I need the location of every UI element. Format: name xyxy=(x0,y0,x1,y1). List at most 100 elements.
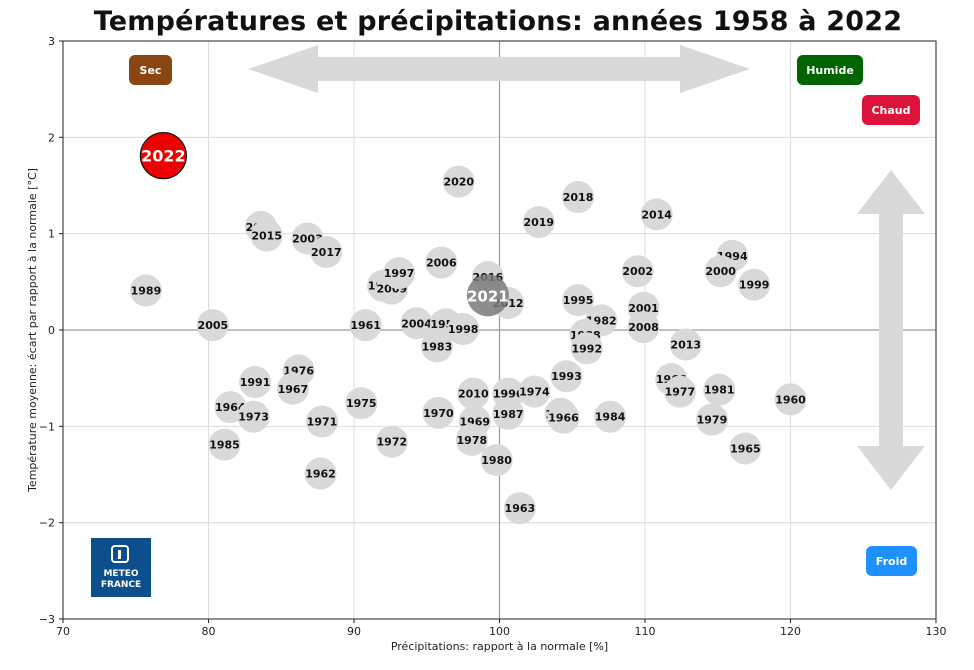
year-point xyxy=(276,372,309,405)
year-label: 1997 xyxy=(384,267,415,280)
year-label: 1972 xyxy=(377,436,408,449)
year-label: 1992 xyxy=(571,342,602,355)
logo-background xyxy=(91,538,151,597)
highlight-point-2021 xyxy=(466,274,509,317)
y-tick-label: −2 xyxy=(39,517,55,530)
wet-badge-label: Humide xyxy=(806,64,854,77)
year-label: 1962 xyxy=(305,468,336,481)
year-label: 2000 xyxy=(705,265,736,278)
year-label: 1975 xyxy=(346,397,377,410)
year-label: 2010 xyxy=(458,388,489,401)
x-tick-label: 100 xyxy=(489,625,510,638)
chart-title: Températures et précipitations: années 1… xyxy=(93,6,903,37)
year-point xyxy=(442,165,475,198)
y-tick-label: 2 xyxy=(48,131,55,144)
year-point xyxy=(310,235,343,268)
cold-badge-label: Froid xyxy=(876,555,907,568)
year-point xyxy=(129,274,162,307)
year-point xyxy=(562,284,595,317)
year-point xyxy=(375,425,408,458)
year-label: 1974 xyxy=(519,386,550,399)
year-point xyxy=(349,309,382,342)
x-tick-label: 130 xyxy=(926,625,947,638)
highlight-label-2022: 2022 xyxy=(141,147,186,166)
year-point xyxy=(594,400,627,433)
year-point xyxy=(250,219,283,252)
highlight-point-2022 xyxy=(139,132,187,180)
vertical-double-arrow-icon xyxy=(857,170,925,490)
horizontal-double-arrow-icon xyxy=(248,45,750,93)
year-label: 1984 xyxy=(595,411,626,424)
y-tick-label: −1 xyxy=(39,420,55,433)
year-label: 1961 xyxy=(350,319,381,332)
year-label: 2005 xyxy=(198,319,229,332)
x-tick-label: 90 xyxy=(347,625,361,638)
year-label: 1966 xyxy=(548,412,579,425)
year-point xyxy=(522,206,555,239)
year-label: 2019 xyxy=(523,216,554,229)
year-label: 1979 xyxy=(697,414,728,427)
year-point xyxy=(503,492,536,525)
year-point xyxy=(237,400,270,433)
year-point xyxy=(703,373,736,406)
year-label: 1985 xyxy=(209,439,240,452)
year-point xyxy=(422,396,455,429)
logo-text-line-1: METEO xyxy=(103,569,138,579)
y-tick-label: 0 xyxy=(48,324,55,337)
x-tick-label: 80 xyxy=(202,625,216,638)
year-point xyxy=(480,444,513,477)
year-label: 2015 xyxy=(251,230,282,243)
year-label: 1991 xyxy=(240,376,271,389)
year-point xyxy=(640,198,673,231)
year-point xyxy=(774,383,807,416)
year-label: 1993 xyxy=(551,370,582,383)
year-point xyxy=(345,387,378,420)
year-label: 1978 xyxy=(457,434,488,447)
axes: 70 80 90 100 110 120 130 −3 −2 −1 0 1 2 3 Précipitatio… xyxy=(26,35,947,653)
quadrant-badges: Sec Humide Chaud Froid xyxy=(129,55,920,576)
year-label: 2020 xyxy=(443,176,474,189)
year-point xyxy=(738,268,771,301)
year-point xyxy=(196,309,229,342)
dry-badge xyxy=(129,55,172,85)
year-label: 1999 xyxy=(739,279,770,292)
year-label: 1971 xyxy=(307,416,338,429)
year-label: 1987 xyxy=(493,408,524,421)
year-label: 1960 xyxy=(775,393,806,406)
logo-emblem-icon xyxy=(111,545,129,563)
year-point xyxy=(570,332,603,365)
plot-frame xyxy=(62,40,937,620)
year-point xyxy=(305,405,338,438)
logo-text-line-2: FRANCE xyxy=(101,580,141,590)
year-label: 1967 xyxy=(278,383,309,396)
year-point xyxy=(547,401,580,434)
y-tick-label: 3 xyxy=(48,35,55,48)
logo-emblem-mark-icon xyxy=(118,550,121,559)
year-label: 1995 xyxy=(563,294,594,307)
x-tick-label: 120 xyxy=(780,625,801,638)
year-label: 2018 xyxy=(563,191,594,204)
year-point xyxy=(669,328,702,361)
year-point xyxy=(562,181,595,214)
arrows xyxy=(248,45,925,490)
year-point xyxy=(400,307,433,340)
year-point xyxy=(455,423,488,456)
year-label: 1973 xyxy=(238,411,269,424)
x-axis-label: Précipitations: rapport à la normale [%] xyxy=(391,640,608,653)
year-label: 2006 xyxy=(426,257,457,270)
hot-badge-label: Chaud xyxy=(871,104,910,117)
year-label: 1963 xyxy=(505,502,536,515)
year-point xyxy=(627,311,660,344)
year-label: 2008 xyxy=(628,321,659,334)
year-point xyxy=(621,255,654,288)
year-point xyxy=(550,360,583,393)
year-label: 1964 xyxy=(215,401,246,414)
year-point xyxy=(704,255,737,288)
year-label: 1970 xyxy=(423,407,454,420)
year-label: 1980 xyxy=(481,454,512,467)
year-point xyxy=(425,246,458,279)
year-point xyxy=(208,428,241,461)
hot-badge xyxy=(862,95,920,125)
year-label: 1996 xyxy=(493,388,524,401)
